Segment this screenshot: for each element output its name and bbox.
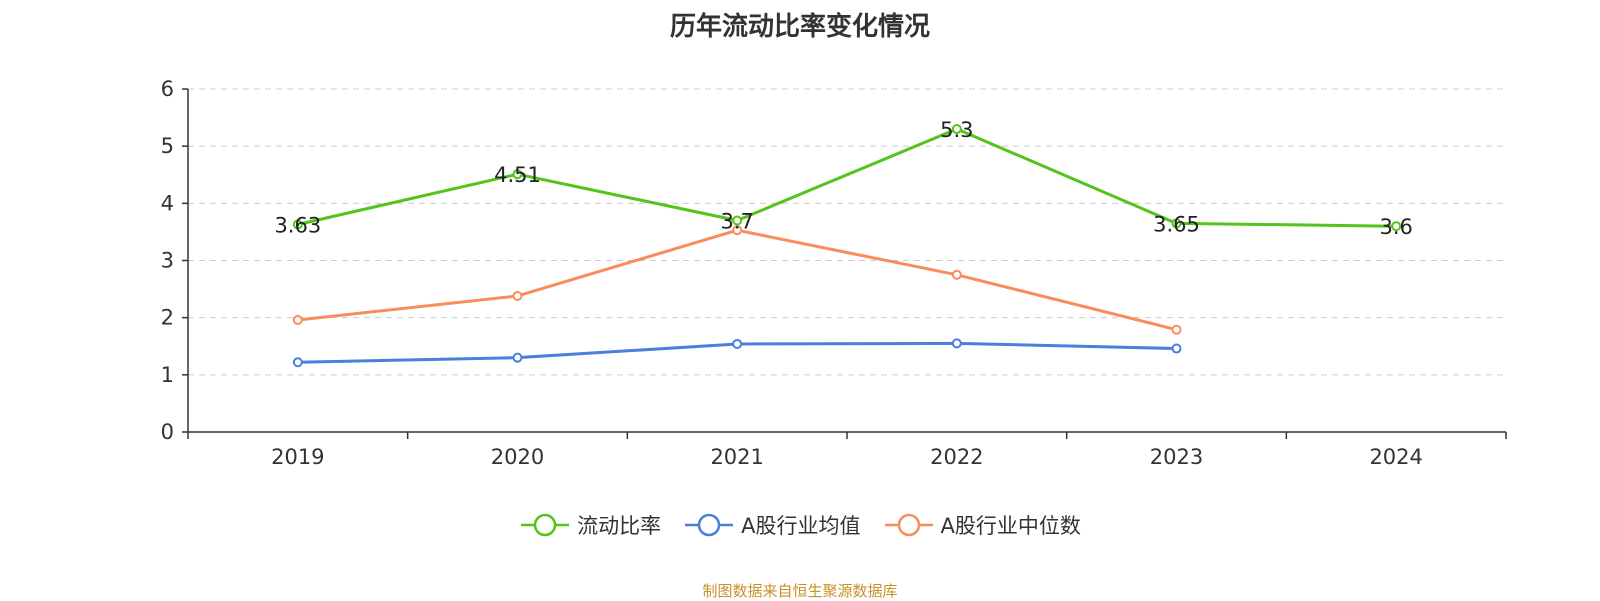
y-tick-label: 2: [161, 306, 174, 330]
y-tick-label: 3: [161, 249, 174, 273]
x-tick-label: 2019: [271, 445, 324, 469]
data-point: [292, 357, 303, 368]
legend-label: A股行业均值: [741, 514, 861, 538]
data-label: 3.63: [274, 213, 321, 237]
data-point: [951, 338, 962, 349]
y-tick-label: 6: [161, 77, 174, 101]
data-point: [1171, 324, 1182, 335]
legend-label: A股行业中位数: [940, 514, 1081, 538]
legend-item[interactable]: 流动比率: [519, 510, 661, 540]
y-tick-label: 0: [161, 420, 174, 444]
y-tick-label: 4: [161, 191, 174, 215]
source-note: 制图数据来自恒生聚源数据库: [702, 582, 898, 600]
data-label: 3.6: [1379, 215, 1412, 239]
legend-symbol: [685, 513, 734, 537]
data-point: [1171, 343, 1182, 354]
y-tick-label: 5: [161, 134, 174, 158]
data-label: 4.51: [494, 163, 541, 187]
x-tick-label: 2023: [1150, 445, 1203, 469]
chart-plot: 0 1 2 3 4 5 6 2019 2020 2021 2022 2023 2024 3.63 4.51 3…: [161, 77, 1507, 469]
series-line: [297, 228, 1177, 332]
legend-item[interactable]: A股行业中位数: [883, 510, 1081, 540]
data-label: 3.7: [720, 209, 753, 233]
data-point: [1171, 218, 1182, 229]
data-point: [292, 219, 303, 230]
data-point: [951, 269, 962, 280]
legend-label: 流动比率: [577, 514, 662, 538]
data-label: 3.65: [1153, 212, 1200, 236]
data-point: [512, 352, 523, 363]
x-tick-label: 2022: [930, 445, 983, 469]
y-tick-label: 1: [161, 363, 174, 387]
x-tick-label: 2021: [710, 445, 763, 469]
data-point: [292, 314, 303, 325]
data-point: [732, 338, 743, 349]
x-tick-label: 2020: [491, 445, 544, 469]
legend-item[interactable]: A股行业均值: [683, 510, 861, 540]
data-label: 5.3: [940, 118, 973, 142]
data-point: [732, 225, 743, 236]
data-point: [512, 169, 523, 180]
legend: 流动比率 A股行业均值 A股行业中位数: [0, 510, 1600, 540]
x-tick-label: 2024: [1369, 445, 1422, 469]
data-point: [512, 290, 523, 301]
series-line: [297, 127, 1397, 228]
data-point: [951, 124, 962, 135]
legend-symbol: [884, 513, 933, 537]
chart-title: 历年流动比率变化情况: [669, 12, 930, 42]
data-point: [1391, 221, 1402, 232]
data-point: [732, 215, 743, 226]
legend-symbol: [521, 513, 570, 537]
